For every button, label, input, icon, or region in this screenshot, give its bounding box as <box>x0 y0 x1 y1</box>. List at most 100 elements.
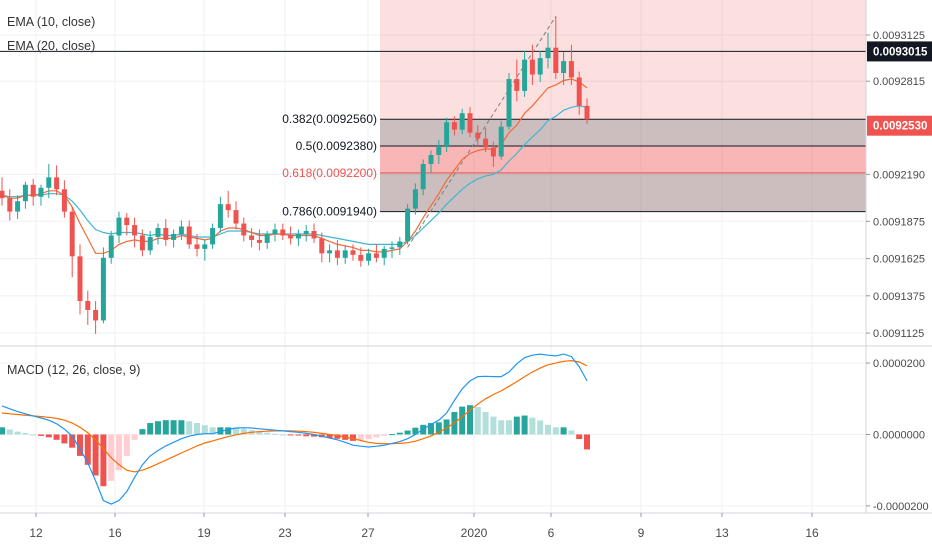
macd-histogram-bar <box>256 431 263 435</box>
candle-body <box>490 147 496 157</box>
candle-body <box>202 244 208 249</box>
horizontal-line-price-badge: 0.0093015 <box>867 41 932 62</box>
candle-body <box>498 126 504 157</box>
candle-body <box>77 256 83 302</box>
candle-body <box>506 78 512 127</box>
macd-histogram-bar <box>14 431 21 435</box>
labels-overlay: 0.382(0.0092560) 0.5(0.0092380) 0.618(0.00… <box>282 41 932 219</box>
candle-body <box>522 59 528 91</box>
macd-tick-label: 0.0000000 <box>873 429 925 441</box>
macd-histogram-bar <box>513 416 520 435</box>
candle-body <box>295 233 301 239</box>
macd-histogram-bar <box>77 434 83 456</box>
candle-body <box>319 238 325 254</box>
macd-histogram-bar <box>381 434 388 436</box>
macd-histogram-bar <box>576 434 583 440</box>
time-tick-label: 19 <box>197 526 211 540</box>
candle-body <box>264 233 270 243</box>
macd-histogram-bar <box>389 434 395 436</box>
candle-body <box>0 190 5 199</box>
candle-body <box>272 229 278 234</box>
time-tick-label: 6 <box>548 526 555 540</box>
macd-histogram-bar <box>22 433 29 435</box>
macd-lines <box>1 353 588 505</box>
macd-histogram-bar <box>467 405 473 435</box>
last-price-badge: 0.0092530 <box>867 115 932 136</box>
candle-body <box>568 61 574 78</box>
candle-body <box>545 47 551 59</box>
candle-body <box>412 189 418 209</box>
ema20-line <box>1 105 588 245</box>
macd-histogram-bar <box>123 434 130 456</box>
candle-body <box>22 184 28 202</box>
candle-body <box>217 204 223 229</box>
macd-histogram-bar <box>139 429 146 435</box>
macd-histogram-bar <box>350 434 356 441</box>
candle-body <box>444 122 450 147</box>
price-tick-label: 0.0091125 <box>873 328 924 340</box>
candle-body <box>233 210 239 224</box>
candle-body <box>139 235 145 251</box>
candle-body <box>561 61 567 74</box>
macd-histogram-bar <box>100 434 107 487</box>
macd-histogram-bar <box>295 434 302 436</box>
macd-histogram-bar <box>84 434 91 465</box>
macd-histogram-bar <box>404 430 411 435</box>
candle-body <box>311 230 317 239</box>
macd-signal-line <box>1 359 588 473</box>
candle-body <box>210 228 216 245</box>
fib-level-label: 0.382(0.0092560) <box>282 112 377 126</box>
ema20-legend[interactable]: EMA (20, close) <box>7 39 96 53</box>
candle-body <box>381 248 387 258</box>
macd-histogram-bar <box>225 427 232 435</box>
candle-body <box>147 236 153 251</box>
macd-histogram-bar <box>529 417 536 435</box>
candle-body <box>288 235 294 239</box>
candle-body <box>15 201 21 212</box>
macd-histogram-bar <box>373 434 380 438</box>
price-tick-label: 0.0093125 <box>873 30 925 42</box>
candle-body <box>529 59 535 75</box>
macd-histogram-bar <box>568 430 575 435</box>
candle-body <box>225 204 231 211</box>
macd-histogram-bar <box>116 434 122 471</box>
macd-histogram-bar <box>170 420 177 435</box>
macd-histogram-bar <box>521 415 528 435</box>
candle-body <box>366 253 372 261</box>
candle-body <box>459 113 465 130</box>
macd-histogram-bar <box>498 420 505 435</box>
time-tick-label: 9 <box>638 526 645 540</box>
candle-body <box>451 122 457 130</box>
candle-body <box>397 241 403 248</box>
macd-histogram-bar <box>155 421 161 435</box>
macd-histogram-bar <box>217 427 224 435</box>
candle-body <box>30 184 36 197</box>
macd-histogram-bar <box>147 423 154 435</box>
last-price-badge-text: 0.0092530 <box>873 121 927 133</box>
candle-body <box>85 301 91 310</box>
macd-histogram-bar <box>435 422 442 435</box>
time-tick-label: 16 <box>108 526 122 540</box>
axes: 0.0093125 0.0092815 0.0092190 0.0091875 0.00… <box>0 0 932 540</box>
grid-lines <box>0 0 866 513</box>
horizontal-line-price-badge-bg <box>867 41 932 62</box>
macd-histogram-bar <box>365 434 372 440</box>
candle-body <box>436 146 442 155</box>
macd-histogram-bar <box>474 406 481 435</box>
macd-histogram-bar <box>279 434 286 436</box>
candle-body <box>483 138 489 148</box>
candle-body <box>373 253 379 258</box>
time-tick-label: 27 <box>361 526 375 540</box>
macd-histogram-bar <box>92 434 99 476</box>
candle-body <box>389 247 395 249</box>
candle-body <box>132 225 138 236</box>
ema10-legend[interactable]: EMA (10, close) <box>7 15 96 29</box>
macd-histogram-bar <box>6 429 13 435</box>
fib-level-label: 0.618(0.0092200) <box>282 166 377 180</box>
macd-legend[interactable]: MACD (12, 26, close, 9) <box>7 363 141 377</box>
candle-body <box>155 228 161 237</box>
candle-body <box>186 226 192 245</box>
macd-histogram-bar <box>131 434 138 440</box>
time-tick-label: 12 <box>29 526 43 540</box>
